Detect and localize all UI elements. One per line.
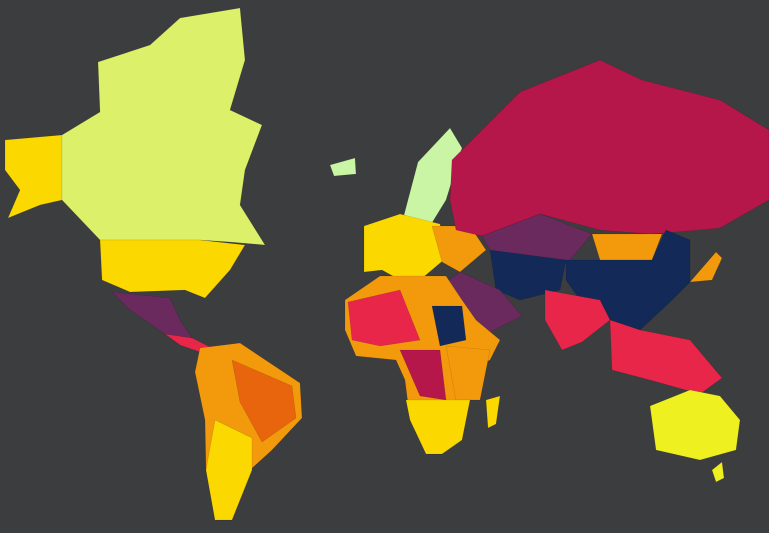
southern-africa xyxy=(405,399,471,455)
southeast-asia xyxy=(609,319,723,395)
east-africa xyxy=(445,345,491,401)
mongolia xyxy=(591,233,663,261)
sudan xyxy=(431,305,467,347)
iran xyxy=(489,249,567,301)
regions xyxy=(4,7,769,521)
iceland xyxy=(329,157,357,177)
brazil xyxy=(231,359,297,443)
madagascar xyxy=(485,395,501,429)
japan xyxy=(689,251,723,283)
russia xyxy=(449,59,769,237)
new-zealand xyxy=(711,461,725,483)
west-africa xyxy=(347,289,421,347)
usa xyxy=(99,239,246,299)
australia xyxy=(649,389,741,461)
southern-cone xyxy=(205,419,253,521)
india xyxy=(544,289,611,351)
